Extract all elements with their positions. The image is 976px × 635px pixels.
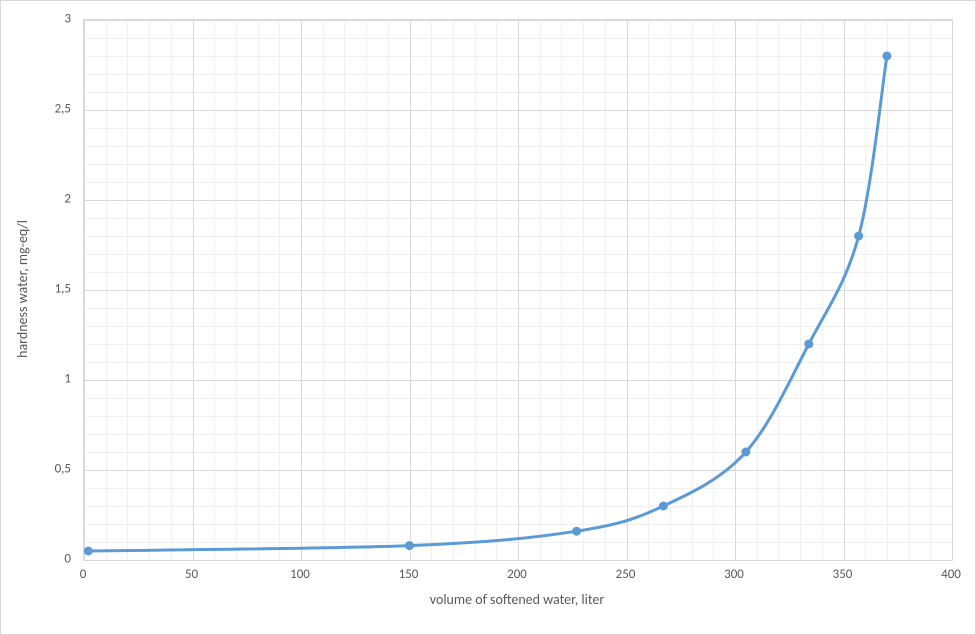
y-major-gridline	[84, 560, 952, 561]
y-axis-title: hardness water, mg-eq/l	[14, 220, 31, 358]
x-tick-label: 0	[80, 567, 87, 582]
y-tick-label: 2	[64, 192, 71, 207]
data-point	[742, 448, 750, 456]
chart-frame: hardness water, mg-eq/l volume of soften…	[0, 0, 976, 635]
data-point	[805, 340, 813, 348]
plot-area	[83, 19, 953, 561]
series-line	[88, 56, 887, 551]
x-major-gridline	[952, 20, 953, 560]
series-svg	[84, 20, 952, 560]
x-tick-label: 50	[185, 567, 198, 582]
x-axis-title: volume of softened water, liter	[430, 591, 605, 608]
y-tick-label: 0	[64, 552, 71, 567]
x-tick-label: 350	[833, 567, 853, 582]
y-tick-label: 0,5	[55, 462, 71, 477]
x-tick-label: 300	[724, 567, 744, 582]
y-tick-label: 1	[64, 372, 71, 387]
x-tick-label: 150	[399, 567, 419, 582]
x-tick-label: 250	[616, 567, 636, 582]
data-point	[406, 542, 414, 550]
x-tick-label: 400	[941, 567, 961, 582]
data-point	[573, 527, 581, 535]
x-tick-label: 200	[507, 567, 527, 582]
y-tick-label: 1,5	[55, 282, 71, 297]
data-point	[883, 52, 891, 60]
y-tick-label: 2,5	[55, 102, 71, 117]
y-tick-label: 3	[64, 12, 71, 27]
x-tick-label: 100	[290, 567, 310, 582]
data-point	[659, 502, 667, 510]
data-point	[855, 232, 863, 240]
data-point	[84, 547, 92, 555]
